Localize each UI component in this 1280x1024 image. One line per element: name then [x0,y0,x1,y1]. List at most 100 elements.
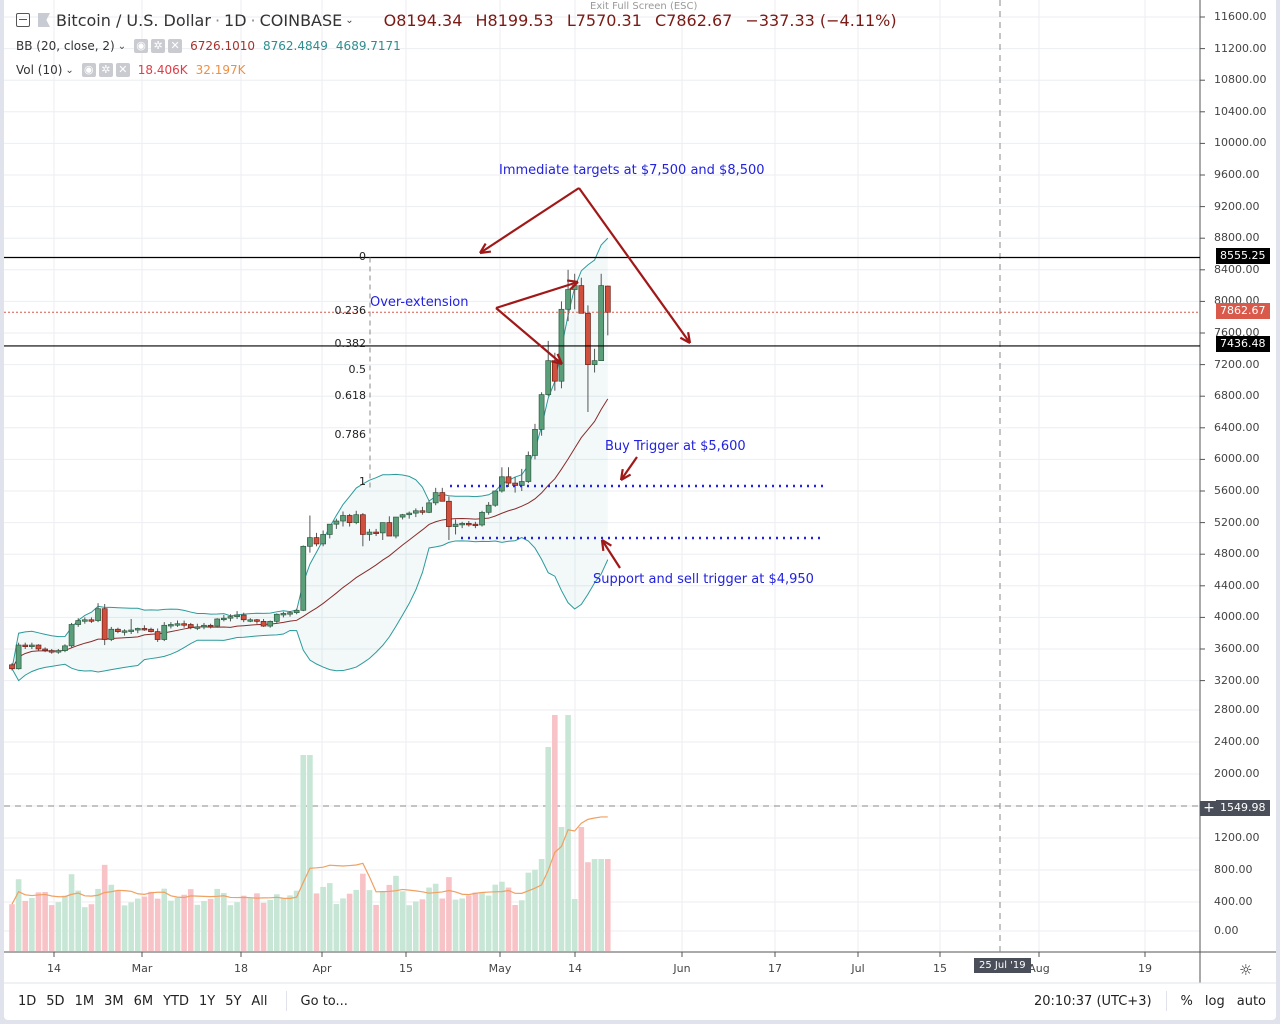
close-icon[interactable]: ✕ [168,39,183,53]
price-axis-label: 9600.00 [1214,168,1260,181]
chart-canvas[interactable] [4,0,1276,1020]
annotation-overextension[interactable]: Over-extension [370,295,469,310]
range-all[interactable]: All [251,993,268,1009]
range-ytd[interactable]: YTD [163,993,189,1009]
time-axis-label: 15 [399,962,413,975]
price-axis-label: 10800.00 [1214,73,1267,87]
time-axis-label: 14 [47,962,61,975]
annotation-buy-trigger[interactable]: Buy Trigger at $5,600 [605,439,746,454]
price-axis-label: 8800.00 [1214,231,1260,245]
price-tag-crosshair: 1549.98 [1216,800,1270,816]
annotation-arrows [479,187,692,569]
time-axis-label: Jun [673,962,691,975]
eye-icon[interactable]: ◉ [81,63,96,77]
symbol-row: Bitcoin / U.S. Dollar · 1D · COINBASE ⌄ … [16,6,905,34]
vol-indicator-row: Vol (10) ⌄ ◉ ✲ ✕ 18.406K 32.197K [16,58,905,82]
range-5d[interactable]: 5D [46,993,65,1009]
high-value: H8199.53 [475,10,554,30]
chevron-down-icon[interactable]: ⌄ [117,40,127,52]
price-axis-label: 10000.00 [1214,136,1267,150]
volume-ma-value: 32.197K [195,63,246,77]
fib-level-0236: 0.236 [334,304,367,317]
clock[interactable]: 20:10:37 (UTC+3) [1033,993,1152,1009]
symbol-name[interactable]: Bitcoin / U.S. Dollar [56,10,211,30]
volume-axis-label: 2800.00 [1214,703,1260,716]
bottom-toolbar: 1D 5D 1M 3M 6M YTD 1Y 5Y All Go to... 20… [4,983,1276,1019]
volume-axis-label: 2000.00 [1214,767,1260,780]
gear-icon[interactable]: ✲ [151,39,166,53]
fib-level-0382: 0.382 [334,337,367,350]
price-tag-lower-line: 7436.48 [1216,336,1270,352]
fib-level-1: 1 [359,475,366,488]
price-axis-label: 7200.00 [1214,357,1260,371]
range-1y[interactable]: 1Y [198,993,216,1009]
crosshair-plus-icon[interactable]: + [1200,801,1218,816]
auto-toggle[interactable]: auto [1236,993,1266,1009]
price-tag-upper-line: 8555.25 [1216,248,1270,264]
price-axis-label: 9200.00 [1214,199,1260,213]
vol-label[interactable]: Vol (10) [16,63,63,77]
time-axis-label: Apr [312,962,332,975]
price-axis-label: 3200.00 [1214,673,1260,687]
fib-level-0786: 0.786 [334,428,367,441]
volume-axis-label: 1200.00 [1214,831,1260,844]
price-axis-label: 6000.00 [1214,452,1260,466]
price-axis-label: 6400.00 [1214,420,1260,434]
open-value: O8194.34 [383,10,463,30]
time-axis-label: 14 [568,962,582,975]
time-axis-label: 15 [933,962,947,975]
price-axis-label: 8400.00 [1214,262,1260,276]
flag-icon[interactable] [38,13,50,27]
eye-icon[interactable]: ◉ [134,39,149,53]
divider [285,991,287,1011]
low-value: L7570.31 [566,10,642,30]
time-axis-label: Mar [131,962,153,975]
range-1d[interactable]: 1D [18,993,37,1009]
change-value: −337.33 (−4.11%) [745,10,897,30]
log-toggle[interactable]: log [1204,993,1225,1009]
annotation-support[interactable]: Support and sell trigger at $4,950 [593,572,814,587]
volume-axis-label: 800.00 [1214,863,1253,876]
volume-axis-label: 400.00 [1214,895,1253,908]
percent-toggle[interactable]: % [1180,993,1193,1009]
chevron-down-icon[interactable]: ⌄ [345,14,354,26]
bb-lower-value: 4689.7171 [335,39,401,53]
goto-button[interactable]: Go to... [300,993,348,1009]
time-axis-label: Aug [1028,962,1050,975]
price-axis-label: 6800.00 [1214,389,1260,403]
candles [9,269,611,671]
divider [1165,991,1167,1011]
exchange: COINBASE [259,10,343,30]
price-axis-label: 5600.00 [1214,484,1260,497]
time-axis-label: 18 [234,962,248,975]
price-axis-label: 4000.00 [1214,610,1260,624]
close-icon[interactable]: ✕ [115,63,130,77]
volume-axis-label: 0.00 [1214,924,1239,937]
range-3m[interactable]: 3M [104,993,124,1009]
price-axis-label: 5200.00 [1214,515,1260,529]
bb-upper-value: 8762.4849 [263,39,328,53]
volume-value: 18.406K [137,63,188,77]
collapse-icon[interactable] [16,13,30,27]
price-tag-last: 7862.67 [1216,303,1270,319]
time-axis-label: 17 [768,962,782,975]
settings-gear-icon[interactable]: ☼ [1239,961,1253,979]
range-1m[interactable]: 1M [74,993,95,1009]
price-axis-label: 4800.00 [1214,547,1260,561]
chevron-down-icon[interactable]: ⌄ [65,64,74,76]
range-6m[interactable]: 6M [133,993,154,1009]
volume-axis-label: 2400.00 [1214,735,1260,748]
annotation-targets[interactable]: Immediate targets at $7,500 and $8,500 [499,163,765,178]
time-tag-crosshair: 25 Jul '19 [974,958,1031,973]
volume-bars [9,715,611,951]
range-5y[interactable]: 5Y [225,993,242,1009]
volume-ma [11,816,608,905]
legend: Bitcoin / U.S. Dollar · 1D · COINBASE ⌄ … [16,6,905,82]
bb-label[interactable]: BB (20, close, 2) [16,39,115,53]
fib-level-0618: 0.618 [334,389,367,402]
gear-icon[interactable]: ✲ [98,63,113,77]
chart-window: Exit Full Screen (ESC) Bitcoin / U.S. Do… [4,0,1276,1020]
time-axis-label: 19 [1138,962,1152,975]
exit-fullscreen-hint[interactable]: Exit Full Screen (ESC) [588,1,700,12]
close-value: C7862.67 [654,10,733,30]
